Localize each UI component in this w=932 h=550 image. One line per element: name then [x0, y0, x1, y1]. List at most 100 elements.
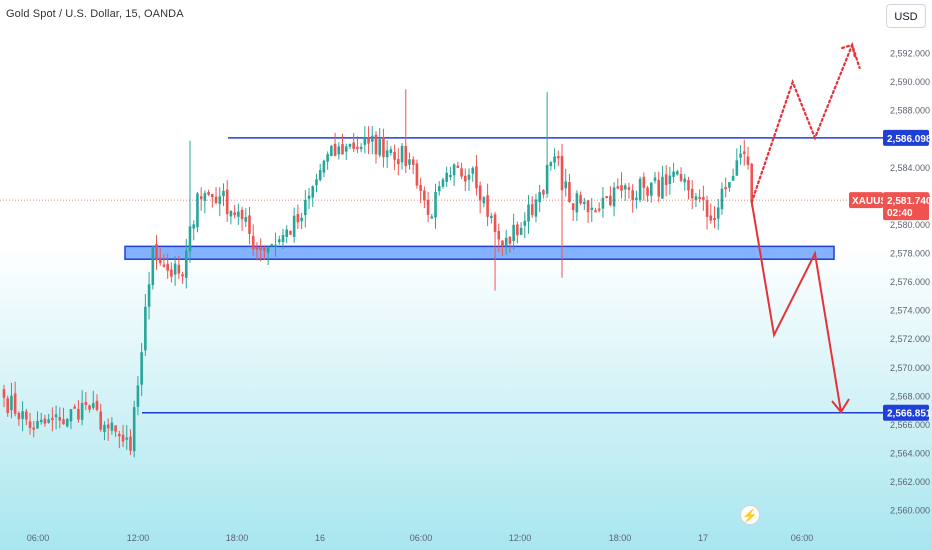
- candle[interactable]: [192, 224, 196, 229]
- candle[interactable]: [158, 257, 162, 264]
- candle[interactable]: [196, 193, 199, 228]
- candle[interactable]: [378, 139, 382, 156]
- candle[interactable]: [635, 197, 638, 201]
- candle[interactable]: [91, 403, 95, 408]
- candle[interactable]: [118, 433, 121, 437]
- candle[interactable]: [385, 150, 389, 158]
- candle[interactable]: [348, 143, 352, 147]
- candle[interactable]: [672, 171, 675, 177]
- candle[interactable]: [43, 418, 47, 424]
- candle[interactable]: [170, 269, 173, 277]
- candle[interactable]: [564, 181, 568, 189]
- candle[interactable]: [486, 195, 489, 217]
- candle[interactable]: [560, 155, 564, 191]
- candle[interactable]: [419, 184, 422, 191]
- candle[interactable]: [597, 208, 601, 211]
- candle[interactable]: [716, 207, 720, 219]
- candle[interactable]: [322, 160, 326, 173]
- candle[interactable]: [676, 171, 679, 175]
- candle[interactable]: [103, 424, 106, 432]
- candle[interactable]: [296, 213, 300, 223]
- candle[interactable]: [337, 146, 341, 155]
- currency-button[interactable]: USD: [886, 4, 926, 28]
- candle[interactable]: [13, 393, 17, 414]
- candle[interactable]: [326, 153, 329, 162]
- candle[interactable]: [129, 436, 132, 451]
- candle[interactable]: [318, 170, 322, 180]
- candle[interactable]: [668, 175, 672, 184]
- candle[interactable]: [523, 220, 527, 226]
- candle[interactable]: [244, 217, 248, 222]
- candle[interactable]: [73, 406, 76, 409]
- candle[interactable]: [125, 437, 129, 440]
- candle[interactable]: [430, 216, 434, 219]
- candle[interactable]: [434, 191, 437, 218]
- candle[interactable]: [661, 176, 664, 199]
- candle[interactable]: [203, 193, 207, 202]
- candle[interactable]: [731, 175, 735, 181]
- candle[interactable]: [426, 199, 430, 215]
- candle[interactable]: [54, 414, 58, 418]
- candle[interactable]: [590, 207, 594, 210]
- candle[interactable]: [304, 199, 307, 216]
- candle[interactable]: [642, 176, 646, 188]
- candle[interactable]: [657, 179, 661, 197]
- candle[interactable]: [58, 417, 62, 421]
- candle[interactable]: [742, 151, 746, 154]
- candle[interactable]: [471, 167, 475, 174]
- candle[interactable]: [393, 151, 396, 160]
- candle[interactable]: [683, 178, 687, 183]
- candle[interactable]: [311, 186, 315, 198]
- candle[interactable]: [370, 135, 374, 142]
- candle[interactable]: [649, 182, 653, 196]
- candle[interactable]: [151, 246, 155, 286]
- candle[interactable]: [705, 200, 709, 217]
- candle[interactable]: [274, 244, 277, 247]
- candle[interactable]: [411, 159, 415, 165]
- candle[interactable]: [746, 156, 750, 165]
- candle[interactable]: [292, 215, 296, 237]
- candle[interactable]: [687, 180, 690, 191]
- candle[interactable]: [605, 196, 608, 199]
- candle[interactable]: [106, 424, 110, 429]
- candle[interactable]: [497, 231, 501, 240]
- candle[interactable]: [188, 226, 192, 252]
- candle[interactable]: [99, 411, 103, 430]
- candle[interactable]: [207, 191, 210, 195]
- candle[interactable]: [504, 237, 508, 247]
- candle[interactable]: [728, 182, 731, 188]
- candle[interactable]: [140, 352, 143, 385]
- candle[interactable]: [475, 166, 478, 189]
- candle[interactable]: [404, 145, 408, 167]
- candle[interactable]: [423, 190, 426, 201]
- candle[interactable]: [285, 229, 289, 237]
- candle[interactable]: [568, 182, 571, 203]
- candle[interactable]: [739, 153, 742, 158]
- lightning-icon[interactable]: ⚡: [740, 505, 760, 525]
- candle[interactable]: [330, 145, 333, 157]
- candle[interactable]: [638, 178, 642, 200]
- candle[interactable]: [95, 400, 99, 410]
- candle[interactable]: [84, 401, 88, 405]
- candle[interactable]: [110, 422, 114, 431]
- candle[interactable]: [467, 174, 471, 180]
- candle[interactable]: [181, 274, 184, 277]
- candle[interactable]: [702, 196, 705, 200]
- candle[interactable]: [374, 134, 378, 155]
- candle[interactable]: [616, 186, 620, 189]
- candle[interactable]: [612, 187, 616, 207]
- candle[interactable]: [445, 172, 448, 182]
- candle[interactable]: [144, 306, 147, 351]
- candle[interactable]: [627, 187, 631, 190]
- candle[interactable]: [400, 145, 404, 163]
- candle[interactable]: [121, 434, 125, 442]
- candle[interactable]: [549, 162, 553, 167]
- candle[interactable]: [653, 177, 657, 181]
- candle[interactable]: [6, 398, 10, 413]
- candle[interactable]: [300, 217, 303, 222]
- candle[interactable]: [17, 412, 21, 420]
- candle[interactable]: [579, 194, 582, 204]
- candle[interactable]: [344, 146, 348, 152]
- candle[interactable]: [259, 247, 262, 250]
- candle[interactable]: [713, 218, 716, 221]
